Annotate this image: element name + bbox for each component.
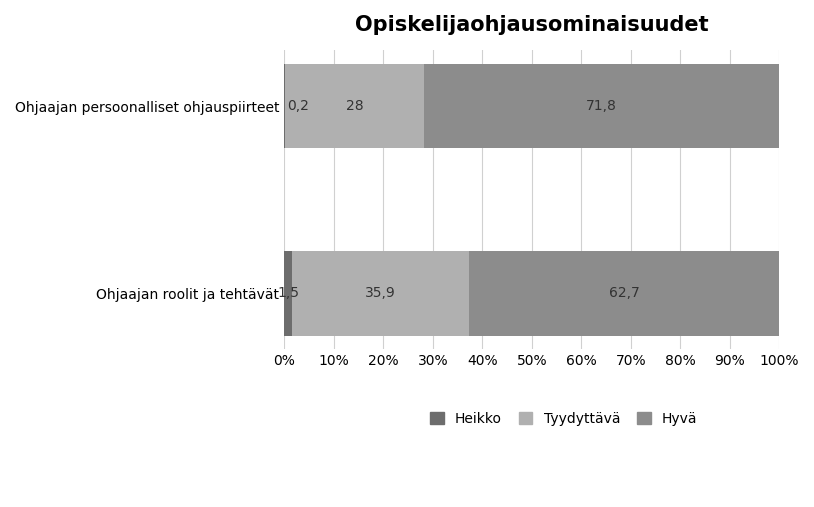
Text: 62,7: 62,7 [609, 286, 640, 300]
Bar [291, 251, 470, 336]
Text: 35,9: 35,9 [365, 286, 396, 300]
Text: 28: 28 [346, 99, 363, 113]
Legend: Heikko, Tyydyttävä, Hyvä: Heikko, Tyydyttävä, Hyvä [430, 412, 698, 426]
Bar [284, 64, 286, 148]
Text: 0,2: 0,2 [287, 99, 309, 113]
Text: 1,5: 1,5 [277, 286, 299, 300]
Text: 71,8: 71,8 [586, 99, 617, 113]
Title: Opiskelijaohjausominaisuudet: Opiskelijaohjausominaisuudet [355, 15, 709, 35]
Bar [284, 251, 291, 336]
Bar [286, 64, 424, 148]
Bar [424, 64, 779, 148]
Bar [470, 251, 780, 336]
